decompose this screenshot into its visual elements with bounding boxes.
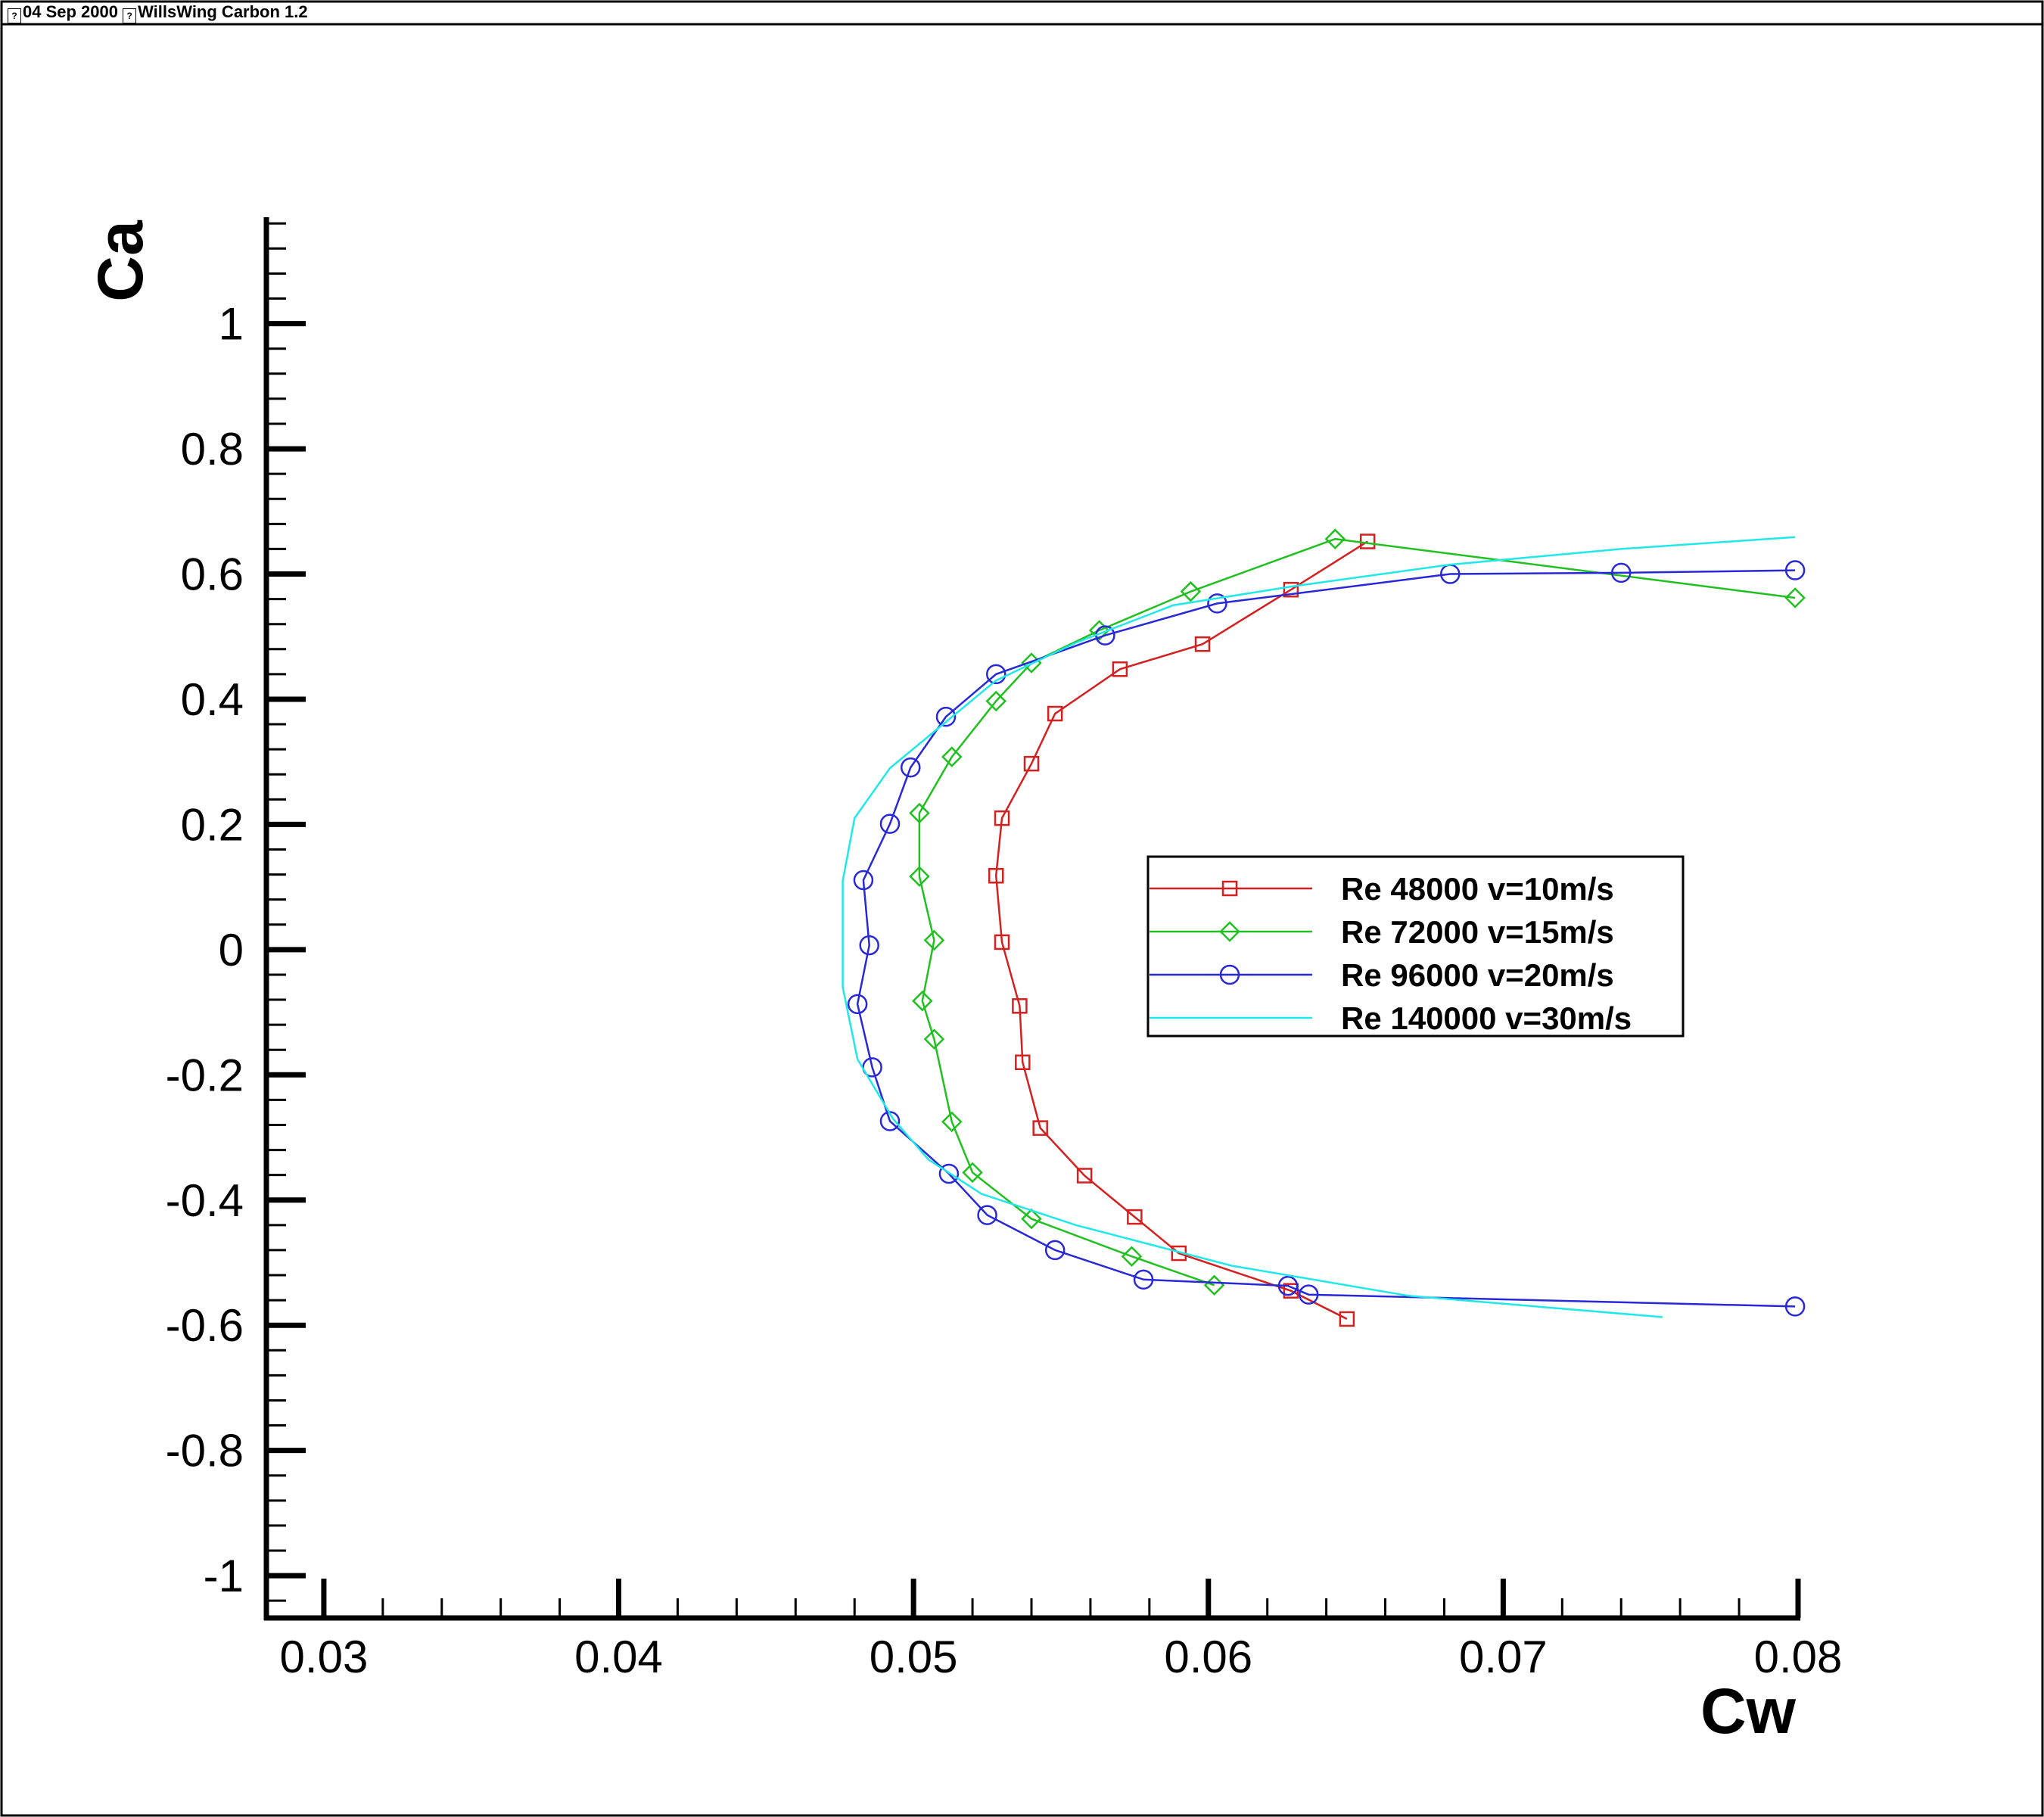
y-tick-label: 0.6 (181, 549, 244, 600)
data-point (909, 866, 930, 887)
y-tick-label: -1 (204, 1551, 244, 1601)
data-point (1784, 560, 1806, 580)
data-point (1784, 1296, 1806, 1317)
data-point (1277, 1275, 1299, 1296)
data-point (977, 1205, 997, 1225)
data-point (853, 870, 874, 891)
data-point (941, 746, 963, 767)
legend-label-2: Re 72000 v=15m/s (1341, 914, 1614, 950)
header-bar: ? 04 Sep 2000 ? WillsWing Carbon 1.2 (8, 0, 308, 24)
plot-area: -1 -0.8 -0.6 -0.4 -0.2 0 0.2 0.4 0.6 0.8 1 0.03 0.04… (166, 217, 1843, 1682)
y-tick-label: -0.2 (166, 1050, 244, 1100)
y-tick-label: -0.4 (166, 1175, 244, 1226)
data-point (847, 994, 868, 1015)
legend-label-1: Re 48000 v=10m/s (1341, 871, 1614, 907)
data-point (923, 1028, 945, 1050)
x-tick-label: 0.03 (280, 1632, 369, 1682)
legend-label-4: Re 140000 v=30m/s (1341, 1000, 1632, 1036)
data-point (909, 802, 930, 824)
data-point (994, 934, 1010, 951)
data-point (1610, 562, 1632, 583)
data-point (1088, 620, 1110, 641)
series-line-4 (842, 536, 1796, 1318)
data-point (1112, 661, 1128, 677)
x-tick-label: 0.06 (1164, 1632, 1252, 1682)
data-point (1032, 1120, 1048, 1136)
data-point (1324, 528, 1346, 549)
y-tick-label: 0 (219, 925, 244, 975)
data-point (1298, 1284, 1319, 1305)
y-tick-label: 1 (219, 299, 244, 350)
data-point (1784, 587, 1806, 608)
legend-marker-2 (1219, 921, 1240, 942)
x-tick-label: 0.07 (1459, 1632, 1548, 1682)
x-tick-label: 0.04 (574, 1632, 663, 1682)
data-point (994, 810, 1010, 826)
date-icon: ? (8, 8, 21, 23)
y-tick-label: 0.4 (181, 674, 244, 725)
series-line-1 (994, 540, 1368, 1321)
data-point (1121, 1246, 1143, 1267)
data-point (985, 664, 1006, 685)
y-tick-label: -0.6 (166, 1300, 244, 1351)
data-point (1339, 1311, 1355, 1327)
data-point (935, 706, 957, 727)
data-point (859, 935, 879, 956)
data-point (988, 867, 1004, 884)
legend-label-3: Re 96000 v=20m/s (1341, 957, 1614, 993)
data-point (1012, 998, 1028, 1014)
x-tick-label: 0.05 (870, 1632, 958, 1682)
series-line-2 (918, 537, 1796, 1287)
title-icon: ? (123, 8, 137, 23)
data-point (1044, 1240, 1066, 1261)
data-point (1015, 1054, 1031, 1071)
data-point (938, 1163, 960, 1184)
data-point (941, 1111, 963, 1133)
data-point (985, 690, 1007, 712)
legend-marker-3 (1219, 964, 1240, 985)
header-date: 04 Sep 2000 (23, 2, 118, 21)
data-point (1076, 1168, 1093, 1184)
y-axis-label: Ca (85, 219, 156, 302)
x-tick-label: 0.08 (1754, 1632, 1843, 1682)
data-point (912, 990, 933, 1012)
data-point (1127, 1209, 1143, 1225)
data-point (879, 814, 901, 834)
legend-marker-1 (1221, 880, 1238, 897)
data-point (923, 929, 945, 951)
data-point (1023, 755, 1040, 772)
y-tick-label: 0.8 (181, 424, 244, 474)
data-point (1207, 593, 1227, 614)
x-axis-label: Cw (1700, 1675, 1797, 1747)
data-point (1194, 636, 1211, 652)
data-point (901, 757, 921, 778)
y-tick-label: -0.8 (166, 1426, 244, 1476)
data-point (1047, 705, 1063, 722)
data-point (1283, 581, 1299, 598)
data-point (1133, 1269, 1154, 1290)
data-point (1021, 1208, 1042, 1230)
header-title: WillsWing Carbon 1.2 (138, 2, 308, 21)
data-point (1180, 580, 1202, 602)
series-line-3 (856, 569, 1796, 1308)
y-tick-label: 0.2 (181, 799, 244, 850)
data-point (962, 1162, 983, 1184)
